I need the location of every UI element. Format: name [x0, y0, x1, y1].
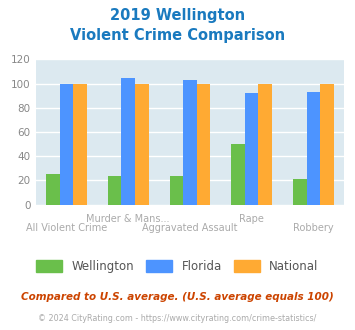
Bar [307, 92, 320, 205]
Bar [121, 78, 135, 205]
Bar [60, 83, 73, 205]
Text: Robbery: Robbery [293, 223, 334, 233]
Legend: Wellington, Florida, National: Wellington, Florida, National [32, 255, 323, 278]
Bar [258, 83, 272, 205]
Text: Murder & Mans...: Murder & Mans... [86, 214, 170, 223]
Text: Violent Crime Comparison: Violent Crime Comparison [70, 28, 285, 43]
Bar [170, 176, 183, 205]
Bar [73, 83, 87, 205]
Bar [293, 179, 307, 205]
Bar [46, 174, 60, 205]
Text: Aggravated Assault: Aggravated Assault [142, 223, 238, 233]
Text: Compared to U.S. average. (U.S. average equals 100): Compared to U.S. average. (U.S. average … [21, 292, 334, 302]
Bar [231, 144, 245, 205]
Bar [197, 83, 210, 205]
Bar [135, 83, 148, 205]
Text: All Violent Crime: All Violent Crime [26, 223, 107, 233]
Text: © 2024 CityRating.com - https://www.cityrating.com/crime-statistics/: © 2024 CityRating.com - https://www.city… [38, 314, 317, 323]
Bar [183, 80, 197, 205]
Bar [245, 93, 258, 205]
Bar [320, 83, 334, 205]
Bar [108, 176, 121, 205]
Text: Rape: Rape [239, 214, 264, 223]
Text: 2019 Wellington: 2019 Wellington [110, 8, 245, 23]
